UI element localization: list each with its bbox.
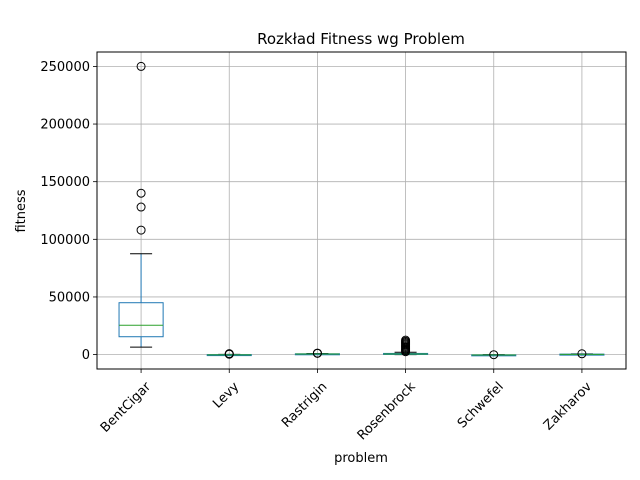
y-tick-label: 50000	[49, 290, 90, 305]
y-axis-label: fitness	[14, 189, 29, 232]
outlier-point	[489, 350, 499, 360]
outlier-point	[312, 348, 322, 358]
outlier-point	[136, 202, 146, 212]
box-rastrigin	[294, 348, 340, 358]
y-tick-label: 150000	[40, 175, 90, 190]
box-levy	[206, 349, 252, 359]
outlier-point	[136, 225, 146, 235]
chart-title: Rozkład Fitness wg Problem	[257, 30, 465, 48]
box-series	[118, 61, 605, 360]
x-axis-label: problem	[334, 451, 388, 466]
outlier-point	[136, 188, 146, 198]
y-tick-label: 100000	[40, 233, 90, 248]
y-tick-label: 0	[82, 348, 90, 363]
y-axis: 0 50000 100000 150000 200000 250000	[40, 60, 97, 363]
box-schwefel	[471, 350, 517, 360]
box-rosenbrock	[383, 335, 429, 357]
outlier-point	[577, 349, 587, 359]
grid-lines	[97, 52, 626, 369]
outlier-point	[136, 61, 146, 71]
outlier-point	[224, 349, 234, 359]
plot-frame	[96, 51, 627, 370]
box-bentcigar	[118, 61, 164, 348]
y-tick-label: 250000	[40, 60, 90, 75]
y-tick-label: 200000	[40, 118, 90, 133]
box-zakharov	[559, 349, 605, 359]
box-iqr	[118, 302, 164, 338]
outlier-point	[401, 335, 411, 345]
